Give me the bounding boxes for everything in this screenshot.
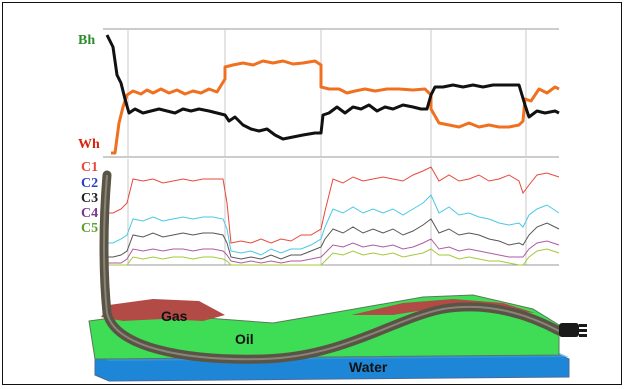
oil-label: Oil xyxy=(235,331,254,347)
c2-curve xyxy=(105,194,560,256)
bh-label: Bh xyxy=(78,33,95,48)
plug-icon xyxy=(559,323,587,337)
c1-label: C1 xyxy=(81,160,98,175)
gas-label: Gas xyxy=(161,308,188,324)
bh-curve xyxy=(105,34,560,141)
well-path-highlight xyxy=(103,174,560,361)
water-label: Water xyxy=(349,359,388,375)
c3-label: C3 xyxy=(81,191,98,206)
well-log-diagram: Bh Wh C1 C2 C3 C4 C5 xyxy=(78,28,587,382)
c4-label: C4 xyxy=(81,206,98,221)
c2-label: C2 xyxy=(81,176,98,191)
middle-panel: C1 C2 C3 C4 C5 xyxy=(81,159,560,266)
c5-curve xyxy=(105,248,560,266)
c5-label: C5 xyxy=(81,221,98,236)
wh-label: Wh xyxy=(78,137,100,152)
c1-curve xyxy=(105,166,560,244)
c4-curve xyxy=(105,238,560,264)
figure-frame: Bh Wh C1 C2 C3 C4 C5 xyxy=(2,2,622,385)
reservoir-panel: Gas Oil Water xyxy=(88,170,587,382)
c3-curve xyxy=(105,218,560,260)
top-panel: Bh Wh xyxy=(78,28,560,158)
wh-curve xyxy=(111,59,560,155)
